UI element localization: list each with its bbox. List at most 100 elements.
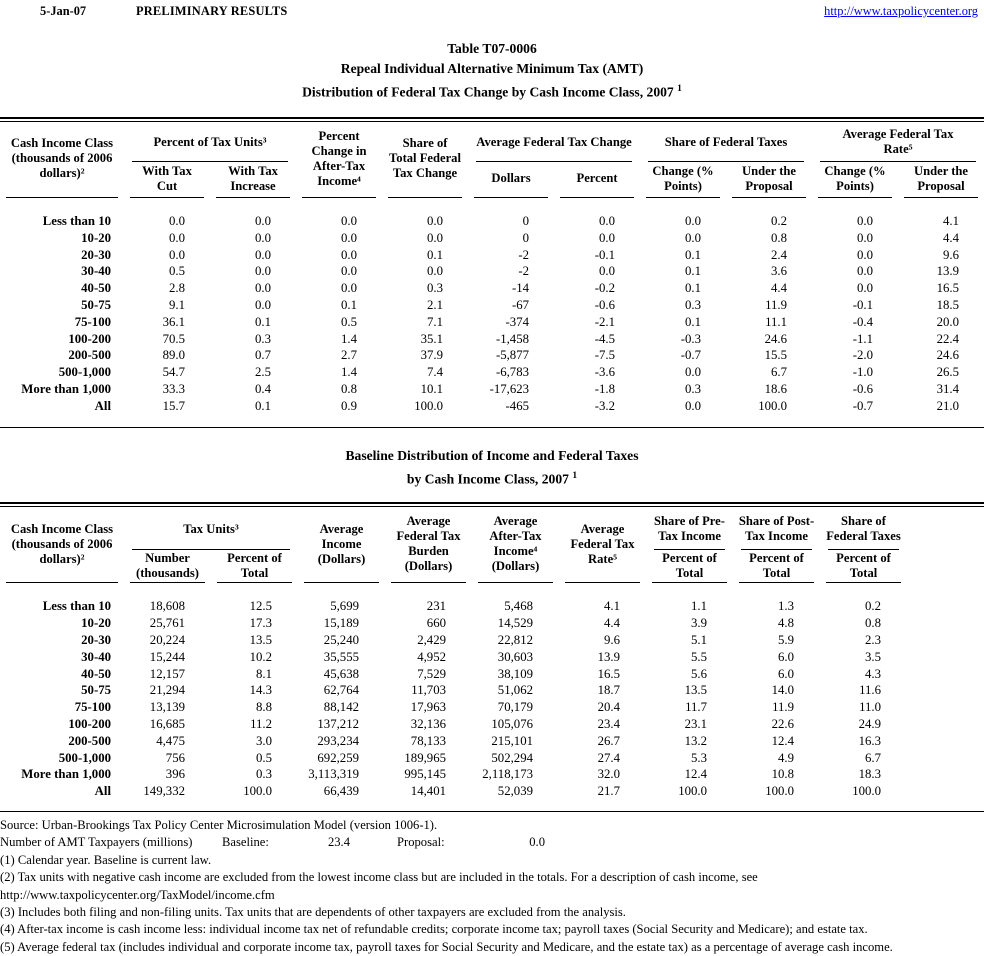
value-cell: 32,136 bbox=[410, 716, 446, 731]
table-row: 50-75 9.1 0.0 0.1 2.1 -67 -0.6 0.3 11.9 -0.1 18.5 bbox=[0, 297, 984, 314]
value-cell: 3.0 bbox=[256, 733, 272, 748]
value-cell: 11,703 bbox=[411, 683, 446, 698]
value-cell: 15.7 bbox=[162, 398, 185, 413]
value-cell: 100.0 bbox=[678, 784, 707, 799]
row-label: 500-1,000 bbox=[58, 750, 111, 765]
value-cell: 5.5 bbox=[691, 649, 707, 664]
value-cell: 45,638 bbox=[323, 666, 359, 681]
column-underline bbox=[124, 196, 210, 199]
value-cell: 215,101 bbox=[491, 733, 533, 748]
value-cell: 66,439 bbox=[323, 784, 359, 799]
value-cell: -1.1 bbox=[852, 331, 874, 346]
value-cell: 502,294 bbox=[491, 750, 533, 765]
column-underline bbox=[0, 581, 124, 584]
column-underline bbox=[898, 196, 984, 199]
spacer-cell bbox=[907, 766, 984, 783]
value-cell: 0.0 bbox=[255, 281, 272, 296]
table-number-title: Table T07-0006 bbox=[447, 41, 537, 56]
footnote-ref-1: 1 bbox=[677, 84, 682, 94]
value-cell: 24.6 bbox=[764, 331, 788, 346]
taxpolicycenter-link[interactable]: http://www.taxpolicycenter.org bbox=[824, 4, 978, 18]
column-underline bbox=[733, 581, 820, 584]
value-cell: -1,458 bbox=[495, 331, 530, 346]
value-cell: -0.4 bbox=[852, 314, 874, 329]
value-cell: 13.9 bbox=[936, 264, 960, 279]
col-header-under-the-proposal: Under the Proposal bbox=[742, 163, 797, 193]
table-row: Less than 10 18,608 12.5 5,699 231 5,468 4.1 1.… bbox=[0, 584, 984, 615]
value-cell: 78,133 bbox=[410, 733, 446, 748]
column-underline bbox=[559, 581, 646, 584]
row-label: 40-50 bbox=[81, 281, 111, 296]
value-cell: 89.0 bbox=[162, 348, 185, 363]
row-label: 50-75 bbox=[81, 297, 111, 312]
value-cell: 231 bbox=[426, 599, 446, 614]
table-row: 10-20 25,761 17.3 15,189 660 14,529 4.4 3.9 4.8 0… bbox=[0, 615, 984, 632]
value-cell: 5.6 bbox=[691, 666, 707, 681]
value-cell: -7.5 bbox=[594, 348, 616, 363]
value-cell: 0.0 bbox=[169, 213, 185, 228]
value-cell: 14,401 bbox=[410, 784, 446, 799]
value-cell: -2.0 bbox=[852, 348, 874, 363]
value-cell: 0.1 bbox=[341, 297, 358, 312]
col-header-percent: Percent bbox=[576, 171, 618, 186]
value-cell: 18.7 bbox=[597, 683, 620, 698]
value-cell: 0.0 bbox=[341, 213, 358, 228]
proposal-label: Proposal: bbox=[397, 835, 445, 850]
value-cell: 0.0 bbox=[169, 230, 185, 245]
value-cell: 100.0 bbox=[243, 784, 272, 799]
value-cell: 0.0 bbox=[857, 247, 874, 262]
column-underline bbox=[382, 196, 468, 199]
value-cell: 2.4 bbox=[771, 247, 788, 262]
spacer-column bbox=[907, 507, 984, 581]
footnote-1: (1) Calendar year. Baseline is current l… bbox=[0, 852, 212, 867]
value-cell: -1.8 bbox=[594, 381, 616, 396]
col-header-percent-of-total: Percent of Total bbox=[836, 550, 891, 580]
value-cell: 9.1 bbox=[169, 297, 185, 312]
row-label: 75-100 bbox=[74, 314, 111, 329]
value-cell: 0.0 bbox=[857, 264, 874, 279]
value-cell: 0 bbox=[522, 230, 530, 245]
col-header-share-of-total-federal-tax-change: Share of Total Federal Tax Change bbox=[389, 136, 461, 181]
spacer-cell bbox=[907, 699, 984, 716]
table-row: 500-1,000 756 0.5 692,259 189,965 502,294 27.4… bbox=[0, 750, 984, 767]
value-cell: 16.5 bbox=[597, 666, 620, 681]
value-cell: 4.9 bbox=[778, 750, 794, 765]
value-cell: 0.3 bbox=[255, 331, 272, 346]
spacer-cell bbox=[907, 682, 984, 699]
table-row: 40-50 2.8 0.0 0.0 0.3 -14 -0.2 0.1 4.4 0.0 16.5 bbox=[0, 280, 984, 297]
value-cell: 100.0 bbox=[852, 784, 881, 799]
value-cell: 4,952 bbox=[417, 649, 446, 664]
value-cell: 4,475 bbox=[156, 733, 185, 748]
amt-taxpayers-label: Number of AMT Taxpayers (millions) bbox=[0, 835, 193, 850]
col-header-with-tax-cut: With Tax Cut bbox=[142, 163, 192, 193]
table2-title-line1: Baseline Distribution of Income and Fede… bbox=[345, 448, 639, 464]
value-cell: 51,062 bbox=[497, 683, 533, 698]
col-header-cash-income-class: Cash Income Class (thousands of 2006 dol… bbox=[10, 521, 114, 566]
table2-title-line2: by Cash Income Class, 2007 1 bbox=[406, 471, 578, 488]
column-underline bbox=[472, 581, 559, 584]
top-bar: 5-Jan-07 PRELIMINARY RESULTS http://www.… bbox=[0, 0, 984, 19]
col-header-percent-of-total: Percent of Total bbox=[749, 550, 804, 580]
value-cell: 0.1 bbox=[685, 264, 702, 279]
value-cell: 0.2 bbox=[865, 599, 881, 614]
spacer-cell bbox=[907, 632, 984, 649]
row-label: Less than 10 bbox=[42, 213, 111, 228]
value-cell: 15,189 bbox=[323, 616, 359, 631]
value-cell: 9.6 bbox=[943, 247, 960, 262]
col-header-under-the-proposal: Under the Proposal bbox=[914, 163, 969, 193]
value-cell: 24.6 bbox=[936, 348, 960, 363]
value-cell: -0.1 bbox=[852, 297, 874, 312]
value-cell: 11.0 bbox=[859, 700, 881, 715]
value-cell: 5.9 bbox=[778, 633, 794, 647]
value-cell: 0.0 bbox=[599, 213, 616, 228]
value-cell: 22.6 bbox=[771, 716, 794, 731]
value-cell: 6.7 bbox=[865, 750, 881, 765]
value-cell: 5,468 bbox=[504, 599, 533, 614]
value-cell: 21,294 bbox=[149, 683, 185, 698]
value-cell: 0.1 bbox=[427, 247, 444, 262]
value-cell: 25,240 bbox=[323, 633, 359, 647]
col-group-average-federal-tax-change: Average Federal Tax Change bbox=[468, 122, 640, 162]
column-underline bbox=[124, 581, 211, 584]
value-cell: 10.8 bbox=[771, 767, 794, 782]
